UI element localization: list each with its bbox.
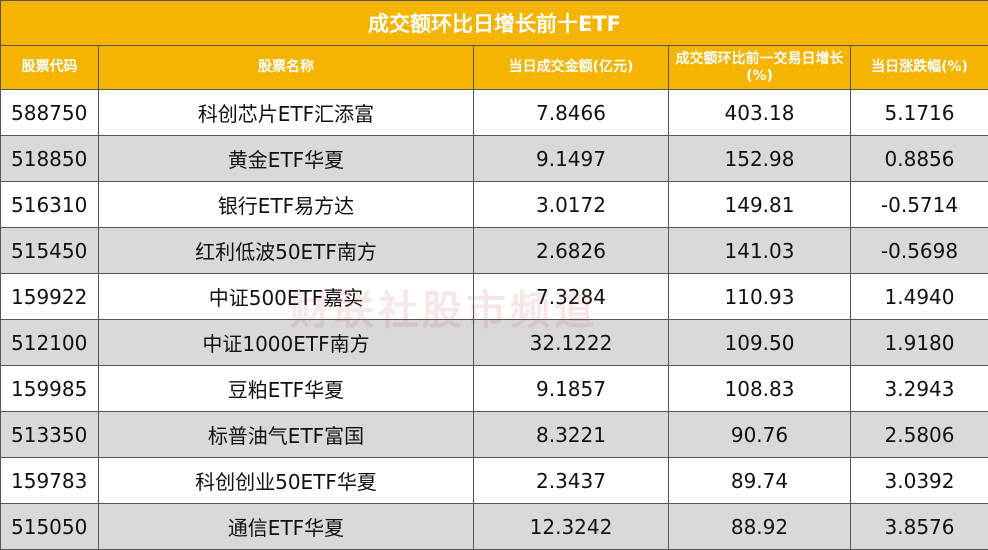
data-cell: 9.1497 bbox=[473, 135, 669, 182]
data-cell: 141.03 bbox=[668, 227, 851, 274]
data-row: 512100 中证1000ETF南方 32.1222 109.50 1.9180 bbox=[0, 319, 988, 366]
data-row: 159985 豆粕ETF华夏 9.1857 108.83 3.2943 bbox=[0, 365, 988, 412]
data-cell: 90.76 bbox=[668, 411, 851, 458]
data-cell: 2.3437 bbox=[473, 457, 669, 504]
data-cell: 黄金ETF华夏 bbox=[98, 135, 474, 182]
header-row: 股票代码 股票名称 当日成交金额(亿元) 成交额环比前一交易日增长(%) 当日涨跌幅(%… bbox=[0, 45, 988, 90]
data-cell: 109.50 bbox=[668, 319, 851, 366]
data-cell: 3.8576 bbox=[849, 503, 988, 550]
data-cell: 3.0392 bbox=[849, 457, 988, 504]
data-cell: 403.18 bbox=[668, 89, 851, 136]
data-cell: 152.98 bbox=[668, 135, 851, 182]
data-cell: 149.81 bbox=[668, 181, 851, 228]
data-cell: 12.3242 bbox=[473, 503, 669, 550]
data-row: 518850 黄金ETF华夏 9.1497 152.98 0.8856 bbox=[0, 135, 988, 182]
data-cell: 3.0172 bbox=[473, 181, 669, 228]
data-row: 516310 银行ETF易方达 3.0172 149.81 -0.5714 bbox=[0, 181, 988, 228]
data-cell: 88.92 bbox=[668, 503, 851, 550]
data-cell: 588750 bbox=[0, 89, 99, 136]
data-cell: 108.83 bbox=[668, 365, 851, 412]
header-cell: 股票代码 bbox=[0, 45, 99, 90]
header-cell: 成交额环比前一交易日增长(%) bbox=[668, 45, 851, 90]
data-cell: 89.74 bbox=[668, 457, 851, 504]
data-row: 515050 通信ETF华夏 12.3242 88.92 3.8576 bbox=[0, 503, 988, 550]
data-cell: 516310 bbox=[0, 181, 99, 228]
data-cell: 515050 bbox=[0, 503, 99, 550]
data-cell: 518850 bbox=[0, 135, 99, 182]
data-row: 159783 科创创业50ETF华夏 2.3437 89.74 3.0392 bbox=[0, 457, 988, 504]
data-cell: 中证1000ETF南方 bbox=[98, 319, 474, 366]
data-cell: 科创创业50ETF华夏 bbox=[98, 457, 474, 504]
data-cell: 红利低波50ETF南方 bbox=[98, 227, 474, 274]
data-cell: 32.1222 bbox=[473, 319, 669, 366]
data-cell: 标普油气ETF富国 bbox=[98, 411, 474, 458]
data-cell: 0.8856 bbox=[849, 135, 988, 182]
data-cell: 银行ETF易方达 bbox=[98, 181, 474, 228]
data-cell: 513350 bbox=[0, 411, 99, 458]
data-cell: 3.2943 bbox=[849, 365, 988, 412]
table-title: 成交额环比日增长前十ETF bbox=[0, 0, 988, 46]
data-cell: 豆粕ETF华夏 bbox=[98, 365, 474, 412]
data-cell: 9.1857 bbox=[473, 365, 669, 412]
data-row: 515450 红利低波50ETF南方 2.6826 141.03 -0.5698 bbox=[0, 227, 988, 274]
data-cell: 110.93 bbox=[668, 273, 851, 320]
data-cell: 中证500ETF嘉实 bbox=[98, 273, 474, 320]
data-cell: 7.3284 bbox=[473, 273, 669, 320]
data-cell: -0.5698 bbox=[849, 227, 988, 274]
data-cell: 科创芯片ETF汇添富 bbox=[98, 89, 474, 136]
data-cell: 8.3221 bbox=[473, 411, 669, 458]
header-cell: 当日成交金额(亿元) bbox=[473, 45, 669, 90]
data-cell: 159783 bbox=[0, 457, 99, 504]
data-row: 159922 中证500ETF嘉实 7.3284 110.93 1.4940 bbox=[0, 273, 988, 320]
data-cell: 7.8466 bbox=[473, 89, 669, 136]
header-cell: 股票名称 bbox=[98, 45, 474, 90]
data-cell: 159922 bbox=[0, 273, 99, 320]
data-row: 513350 标普油气ETF富国 8.3221 90.76 2.5806 bbox=[0, 411, 988, 458]
data-cell: 512100 bbox=[0, 319, 99, 366]
data-cell: 1.9180 bbox=[849, 319, 988, 366]
header-cell: 当日涨跌幅(%) bbox=[849, 45, 988, 90]
data-row: 588750 科创芯片ETF汇添富 7.8466 403.18 5.1716 bbox=[0, 89, 988, 136]
data-cell: -0.5714 bbox=[849, 181, 988, 228]
data-cell: 159985 bbox=[0, 365, 99, 412]
data-cell: 515450 bbox=[0, 227, 99, 274]
data-cell: 1.4940 bbox=[849, 273, 988, 320]
data-cell: 5.1716 bbox=[849, 89, 988, 136]
data-cell: 2.6826 bbox=[473, 227, 669, 274]
data-cell: 2.5806 bbox=[849, 411, 988, 458]
data-cell: 通信ETF华夏 bbox=[98, 503, 474, 550]
